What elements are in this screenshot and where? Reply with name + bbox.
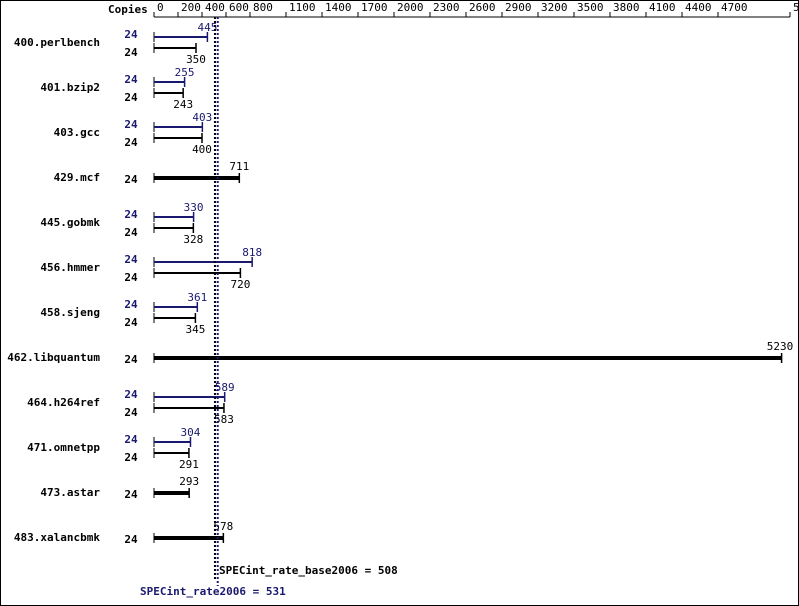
copies-label: 24 bbox=[124, 226, 138, 239]
category-label: 403.gcc bbox=[54, 126, 100, 139]
value-label: 818 bbox=[242, 246, 262, 259]
copies-label: 24 bbox=[124, 316, 138, 329]
category-label: 464.h264ref bbox=[27, 396, 100, 409]
x-tick-label: 0 bbox=[157, 1, 164, 14]
category-label: 400.perlbench bbox=[14, 36, 100, 49]
x-tick-label: 4400 bbox=[685, 1, 712, 14]
value-label: 345 bbox=[185, 323, 205, 336]
x-axis-label: Copies bbox=[108, 3, 148, 16]
x-tick-label: 3200 bbox=[541, 1, 568, 14]
value-label: 243 bbox=[173, 98, 193, 111]
copies-label: 24 bbox=[124, 353, 138, 366]
value-label: 291 bbox=[179, 458, 199, 471]
category-label: 445.gobmk bbox=[40, 216, 100, 229]
x-tick-label: 2900 bbox=[505, 1, 532, 14]
category-label: 458.sjeng bbox=[40, 306, 100, 319]
copies-label: 24 bbox=[124, 46, 138, 59]
value-label: 589 bbox=[215, 381, 235, 394]
reference-label: SPECint_rate2006 = 531 bbox=[140, 585, 286, 598]
value-label: 255 bbox=[175, 66, 195, 79]
value-label: 328 bbox=[183, 233, 203, 246]
x-tick-label: 2300 bbox=[433, 1, 460, 14]
value-label: 293 bbox=[179, 475, 199, 488]
category-label: 483.xalancbmk bbox=[14, 531, 100, 544]
x-tick-label: 4700 bbox=[721, 1, 748, 14]
category-label: 456.hmmer bbox=[40, 261, 100, 274]
x-tick-label: 3800 bbox=[613, 1, 640, 14]
category-label: 462.libquantum bbox=[7, 351, 100, 364]
category-label: 401.bzip2 bbox=[40, 81, 100, 94]
x-tick-label: 600 bbox=[229, 1, 249, 14]
reference-label: SPECint_rate_base2006 = 508 bbox=[219, 564, 398, 577]
copies-label: 24 bbox=[124, 488, 138, 501]
value-label: 403 bbox=[192, 111, 212, 124]
value-label: 583 bbox=[214, 413, 234, 426]
value-label: 5230 bbox=[767, 340, 794, 353]
category-label: 473.astar bbox=[40, 486, 100, 499]
copies-label: 24 bbox=[124, 388, 138, 401]
copies-label: 24 bbox=[124, 91, 138, 104]
value-label: 578 bbox=[213, 520, 233, 533]
x-tick-label: 1700 bbox=[361, 1, 388, 14]
category-label: 429.mcf bbox=[54, 171, 100, 184]
copies-label: 24 bbox=[124, 118, 138, 131]
x-tick-label: 400 bbox=[205, 1, 225, 14]
x-tick-label: 1400 bbox=[325, 1, 352, 14]
x-tick-label: 1100 bbox=[289, 1, 316, 14]
copies-label: 24 bbox=[124, 253, 138, 266]
copies-label: 24 bbox=[124, 208, 138, 221]
copies-label: 24 bbox=[124, 28, 138, 41]
x-tick-label: 200 bbox=[181, 1, 201, 14]
copies-label: 24 bbox=[124, 406, 138, 419]
copies-label: 24 bbox=[124, 298, 138, 311]
x-tick-label: 2600 bbox=[469, 1, 496, 14]
x-tick-label: 4100 bbox=[649, 1, 676, 14]
copies-label: 24 bbox=[124, 433, 138, 446]
copies-label: 24 bbox=[124, 73, 138, 86]
x-tick-label: 3500 bbox=[577, 1, 604, 14]
x-tick-label: 5300 bbox=[793, 1, 799, 14]
value-label: 350 bbox=[186, 53, 206, 66]
value-label: 361 bbox=[187, 291, 207, 304]
category-label: 471.omnetpp bbox=[27, 441, 100, 454]
x-tick-label: 800 bbox=[253, 1, 273, 14]
value-label: 720 bbox=[230, 278, 250, 291]
value-label: 330 bbox=[184, 201, 204, 214]
copies-label: 24 bbox=[124, 533, 138, 546]
copies-label: 24 bbox=[124, 173, 138, 186]
value-label: 445 bbox=[197, 21, 217, 34]
value-label: 304 bbox=[181, 426, 201, 439]
copies-label: 24 bbox=[124, 271, 138, 284]
x-tick-label: 2000 bbox=[397, 1, 424, 14]
copies-label: 24 bbox=[124, 136, 138, 149]
value-label: 711 bbox=[229, 160, 249, 173]
value-label: 400 bbox=[192, 143, 212, 156]
copies-label: 24 bbox=[124, 451, 138, 464]
